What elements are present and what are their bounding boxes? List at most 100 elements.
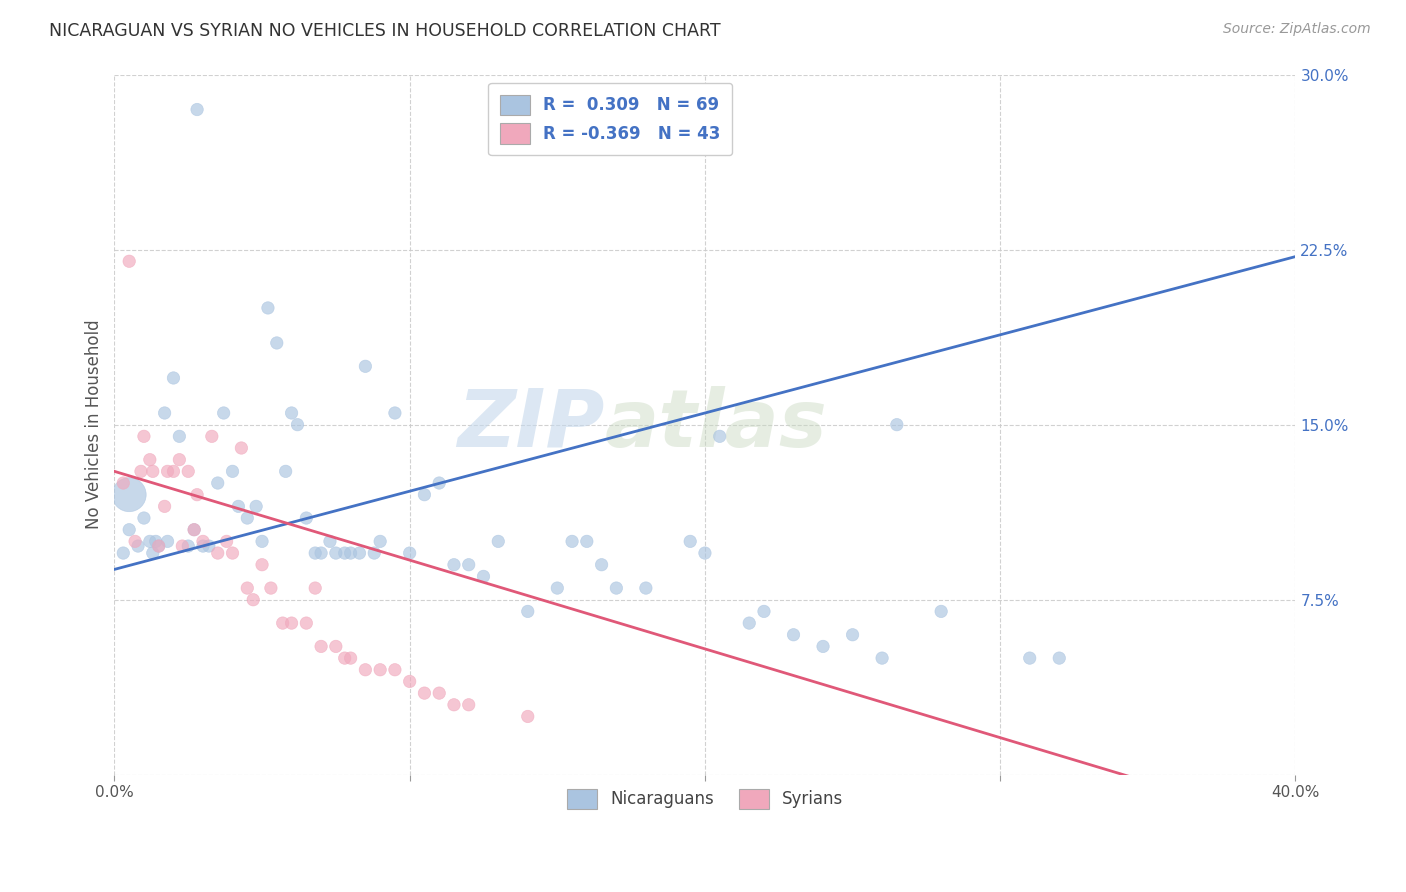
Point [156,534,179,549]
Point [221,546,243,560]
Point [575,534,598,549]
Point [169,429,191,443]
Point [333,651,356,665]
Point [177,539,200,553]
Point [325,640,347,654]
Text: Source: ZipAtlas.com: Source: ZipAtlas.com [1223,22,1371,37]
Point [177,464,200,478]
Point [191,534,214,549]
Point [142,464,165,478]
Point [139,452,162,467]
Point [118,254,141,268]
Text: ZIP: ZIP [457,385,605,464]
Point [886,417,908,432]
Point [236,581,259,595]
Point [250,534,273,549]
Point [319,534,342,549]
Point [186,488,208,502]
Point [228,500,250,514]
Point [427,476,450,491]
Point [287,417,309,432]
Point [738,616,761,631]
Point [368,663,391,677]
Point [295,511,318,525]
Point [384,406,406,420]
Point [546,581,568,595]
Point [304,546,326,560]
Point [183,523,205,537]
Point [349,546,371,560]
Point [169,452,191,467]
Point [156,464,179,478]
Point [257,301,280,315]
Point [679,534,702,549]
Point [413,488,436,502]
Legend: Nicaraguans, Syrians: Nicaraguans, Syrians [560,781,851,815]
Point [191,539,214,553]
Point [250,558,273,572]
Point [153,500,176,514]
Point [309,546,332,560]
Point [929,604,952,618]
Point [280,406,302,420]
Point [782,628,804,642]
Point [486,534,509,549]
Point [207,546,229,560]
Point [325,546,347,560]
Point [242,592,264,607]
Point [354,359,377,374]
Point [153,406,176,420]
Point [1018,651,1040,665]
Point [271,616,294,631]
Point [457,558,479,572]
Point [162,371,184,385]
Point [693,546,716,560]
Point [236,511,259,525]
Point [634,581,657,595]
Point [148,539,170,553]
Point [127,539,149,553]
Point [384,663,406,677]
Point [212,406,235,420]
Point [363,546,385,560]
Point [207,476,229,491]
Point [172,539,194,553]
Point [201,429,224,443]
Point [427,686,450,700]
Point [561,534,583,549]
Point [752,604,775,618]
Point [457,698,479,712]
Point [183,523,205,537]
Point [118,523,141,537]
Point [124,534,146,549]
Point [162,464,184,478]
Point [413,686,436,700]
Point [709,429,731,443]
Point [591,558,613,572]
Point [304,581,326,595]
Point [870,651,893,665]
Point [333,546,356,560]
Point [142,546,165,560]
Point [148,539,170,553]
Point [112,476,135,491]
Text: NICARAGUAN VS SYRIAN NO VEHICLES IN HOUSEHOLD CORRELATION CHART: NICARAGUAN VS SYRIAN NO VEHICLES IN HOUS… [49,22,721,40]
Point [368,534,391,549]
Point [354,663,377,677]
Point [186,103,208,117]
Point [139,534,162,549]
Point [811,640,834,654]
Point [309,640,332,654]
Point [231,441,253,455]
Point [198,539,221,553]
Point [339,651,361,665]
Y-axis label: No Vehicles in Household: No Vehicles in Household [86,320,103,530]
Point [398,674,420,689]
Point [112,546,135,560]
Point [221,464,243,478]
Point [280,616,302,631]
Point [215,534,238,549]
Point [260,581,283,595]
Point [145,534,167,549]
Point [516,709,538,723]
